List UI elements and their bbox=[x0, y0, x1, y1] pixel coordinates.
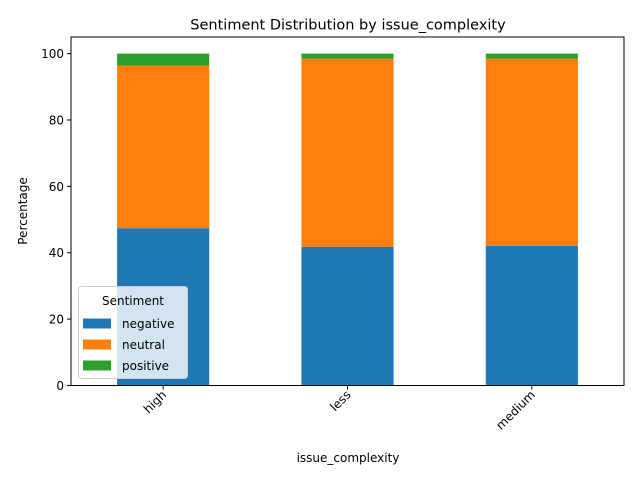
bar-positive-less bbox=[301, 53, 394, 59]
chart-title: Sentiment Distribution by issue_complexi… bbox=[190, 18, 506, 34]
y-tick-label: 100 bbox=[41, 47, 64, 61]
bars-layer bbox=[117, 53, 578, 386]
plot-frame bbox=[70, 36, 625, 386]
legend: Sentiment negative neutral positive bbox=[78, 286, 188, 379]
bar-neutral-medium bbox=[485, 58, 578, 246]
y-tick-label: 80 bbox=[49, 113, 64, 127]
bar-neutral-high bbox=[117, 65, 210, 229]
legend-title: Sentiment bbox=[102, 294, 164, 308]
x-axis-label: issue_complexity bbox=[297, 451, 400, 465]
bar-negative-medium bbox=[485, 245, 578, 386]
legend-swatch-negative bbox=[83, 318, 111, 329]
y-tick-label: 0 bbox=[56, 379, 64, 393]
legend-items: negative neutral positive bbox=[83, 317, 174, 373]
legend-swatch-neutral bbox=[83, 339, 111, 350]
y-axis: 0 20 40 60 80 100 bbox=[41, 47, 71, 393]
y-tick-label: 60 bbox=[49, 180, 64, 194]
y-tick-label: 40 bbox=[49, 246, 64, 260]
legend-label-negative: negative bbox=[122, 317, 174, 331]
legend-swatch-positive bbox=[83, 360, 111, 371]
legend-label-positive: positive bbox=[122, 359, 169, 373]
y-axis-label: Percentage bbox=[16, 177, 30, 245]
y-tick-label: 20 bbox=[49, 313, 64, 327]
bar-neutral-less bbox=[301, 58, 394, 247]
bar-negative-less bbox=[301, 246, 394, 386]
legend-label-neutral: neutral bbox=[122, 338, 165, 352]
bar-positive-medium bbox=[485, 53, 578, 59]
bar-positive-high bbox=[117, 53, 210, 66]
legend-box bbox=[78, 286, 188, 379]
